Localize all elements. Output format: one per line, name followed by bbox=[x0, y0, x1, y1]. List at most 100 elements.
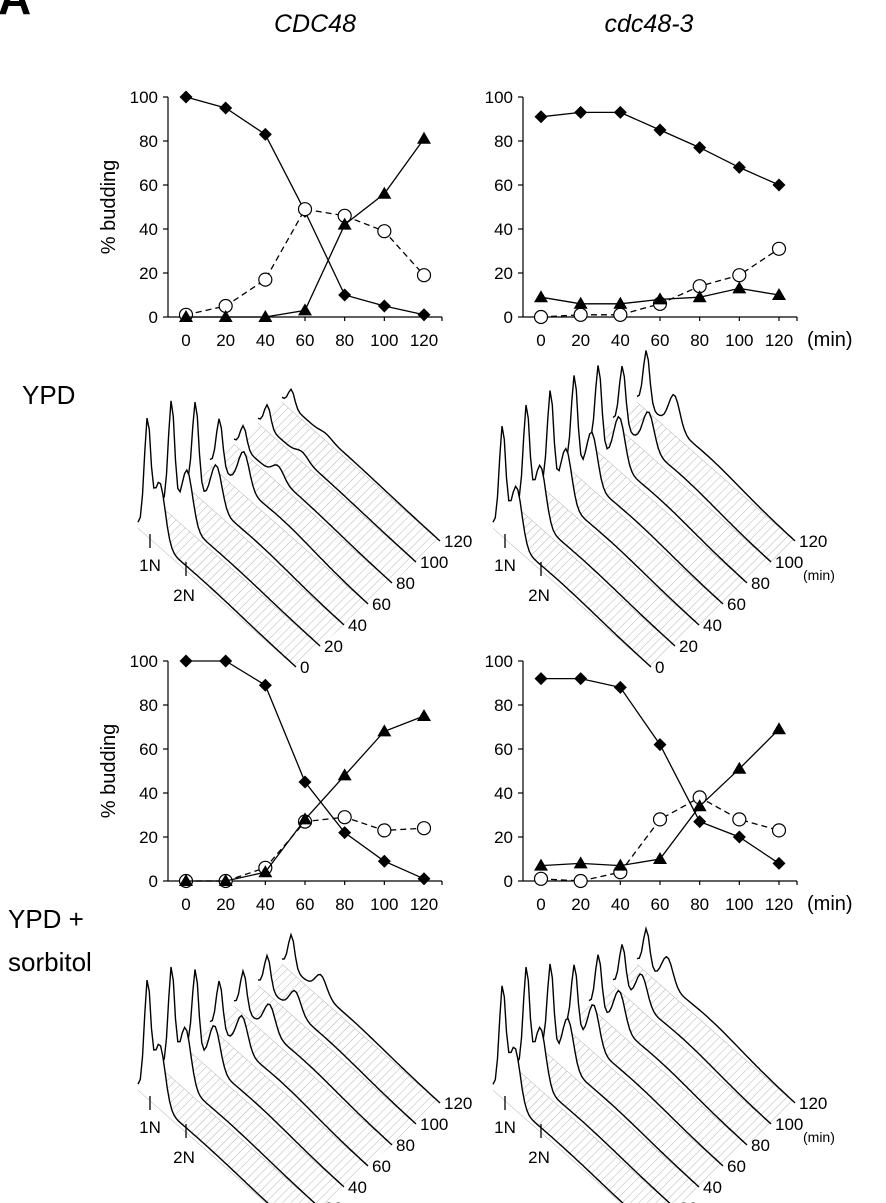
data-point-triangle bbox=[732, 761, 747, 774]
data-point-diamond bbox=[772, 178, 786, 192]
data-point-circle bbox=[533, 871, 549, 886]
data-point-diamond bbox=[732, 830, 746, 844]
time-point-label: 100 bbox=[775, 553, 803, 572]
y-tick-label: 20 bbox=[139, 828, 158, 847]
data-point-diamond bbox=[338, 288, 352, 302]
data-point-diamond bbox=[417, 308, 431, 322]
y-tick-label: 60 bbox=[139, 740, 158, 759]
x-tick-label: 0 bbox=[181, 331, 190, 350]
data-point-triangle bbox=[337, 768, 352, 781]
x-tick-label: 100 bbox=[370, 895, 398, 914]
x-axis-unit: (min) bbox=[807, 329, 853, 351]
histogram-fill bbox=[138, 980, 268, 1203]
data-point-diamond bbox=[653, 123, 667, 137]
data-point-triangle bbox=[179, 874, 193, 886]
data-point-diamond bbox=[258, 127, 272, 141]
dna-histogram-trace bbox=[588, 954, 748, 1146]
data-point-circle bbox=[771, 823, 787, 838]
data-point-diamond bbox=[574, 672, 588, 686]
x-tick-label: 120 bbox=[410, 895, 438, 914]
y-tick-label: 100 bbox=[485, 652, 513, 671]
dna-histogram-trace bbox=[540, 963, 700, 1188]
1n-label: 1N bbox=[494, 1118, 516, 1137]
y-tick-label: 100 bbox=[130, 652, 158, 671]
y-tick-label: 20 bbox=[494, 264, 513, 283]
panel-letter: A bbox=[0, 0, 31, 24]
data-point-triangle bbox=[179, 310, 193, 322]
y-axis-title: % budding bbox=[98, 160, 120, 255]
dna-histogram-trace bbox=[161, 400, 321, 647]
data-point-diamond bbox=[613, 680, 627, 694]
x-tick-label: 60 bbox=[651, 895, 670, 914]
x-tick-label: 20 bbox=[571, 331, 590, 350]
x-tick-label: 100 bbox=[370, 331, 398, 350]
histogram-fill bbox=[517, 967, 670, 1203]
dna-histogram-trace bbox=[516, 404, 676, 647]
time-point-label: 60 bbox=[727, 1157, 746, 1176]
budding-chart-3: 0 20 40 60 80 100 0 20 40 60 80 100 120 % budding bbox=[98, 652, 443, 914]
x-tick-label: 80 bbox=[335, 331, 354, 350]
x-tick-label: 80 bbox=[335, 895, 354, 914]
flow-time-unit: (min) bbox=[803, 567, 835, 583]
x-tick-label: 60 bbox=[651, 331, 670, 350]
dna-histogram-trace bbox=[564, 964, 724, 1167]
time-point-label: 80 bbox=[396, 574, 415, 593]
dna-histogram-trace bbox=[281, 388, 441, 542]
time-point-label: 20 bbox=[679, 637, 698, 656]
dna-histogram-trace bbox=[492, 425, 652, 668]
time-point-label: 40 bbox=[703, 1178, 722, 1197]
dna-histogram-trace bbox=[137, 417, 297, 668]
x-tick-label: 40 bbox=[256, 895, 275, 914]
dna-histogram-trace bbox=[564, 375, 724, 605]
x-tick-label: 60 bbox=[296, 895, 315, 914]
x-tick-label: 80 bbox=[690, 895, 709, 914]
hatched-floor bbox=[493, 964, 795, 1203]
time-point-label: 60 bbox=[372, 595, 391, 614]
data-point-triangle bbox=[534, 858, 548, 871]
x-tick-label: 0 bbox=[181, 895, 190, 914]
data-point-triangle bbox=[258, 865, 273, 878]
dna-histogram-trace bbox=[161, 966, 316, 1203]
series-diamond-line bbox=[186, 660, 425, 880]
x-tick-label: 20 bbox=[216, 331, 235, 350]
data-point-diamond bbox=[732, 160, 746, 174]
dna-histogram-trace bbox=[209, 980, 369, 1167]
y-tick-label: 60 bbox=[494, 740, 513, 759]
row-label-ypd-sorbitol-line1: YPD + bbox=[8, 904, 84, 934]
data-point-diamond bbox=[772, 856, 786, 870]
data-point-circle bbox=[337, 810, 352, 825]
data-point-triangle bbox=[377, 724, 392, 737]
2n-label: 2N bbox=[173, 1148, 195, 1167]
row-label-ypd: YPD bbox=[22, 380, 75, 410]
dna-histogram-trace bbox=[185, 969, 345, 1188]
data-point-diamond bbox=[693, 815, 707, 829]
data-point-diamond bbox=[534, 110, 548, 124]
dna-histogram-trace bbox=[137, 979, 269, 1203]
time-point-label: 40 bbox=[703, 616, 722, 635]
data-point-diamond bbox=[534, 672, 548, 686]
data-point-diamond bbox=[338, 826, 352, 840]
data-point-triangle bbox=[258, 310, 273, 322]
x-tick-label: 0 bbox=[536, 895, 545, 914]
time-point-label: 60 bbox=[372, 1157, 391, 1176]
x-axis-unit: (min) bbox=[807, 893, 853, 915]
x-tick-label: 100 bbox=[725, 895, 753, 914]
data-point-triangle bbox=[417, 131, 431, 144]
time-point-label: 20 bbox=[679, 1199, 698, 1203]
data-point-diamond bbox=[219, 101, 233, 115]
1n-label: 1N bbox=[139, 556, 161, 575]
data-point-circle bbox=[613, 307, 628, 322]
dna-histogram-trace bbox=[281, 932, 441, 1104]
dna-histogram-trace bbox=[233, 423, 393, 584]
data-point-diamond bbox=[219, 654, 233, 668]
hatched-floor bbox=[138, 964, 440, 1203]
dna-histogram-trace bbox=[516, 966, 671, 1203]
data-point-circle bbox=[771, 241, 787, 256]
x-tick-label: 40 bbox=[611, 895, 630, 914]
data-point-triangle bbox=[573, 296, 588, 309]
y-tick-label: 40 bbox=[139, 784, 158, 803]
data-point-triangle bbox=[772, 288, 786, 300]
budding-plots: 0 20 40 60 80 100 0 20 40 60 80 100 120 % budding 0 20 4… bbox=[98, 88, 853, 915]
